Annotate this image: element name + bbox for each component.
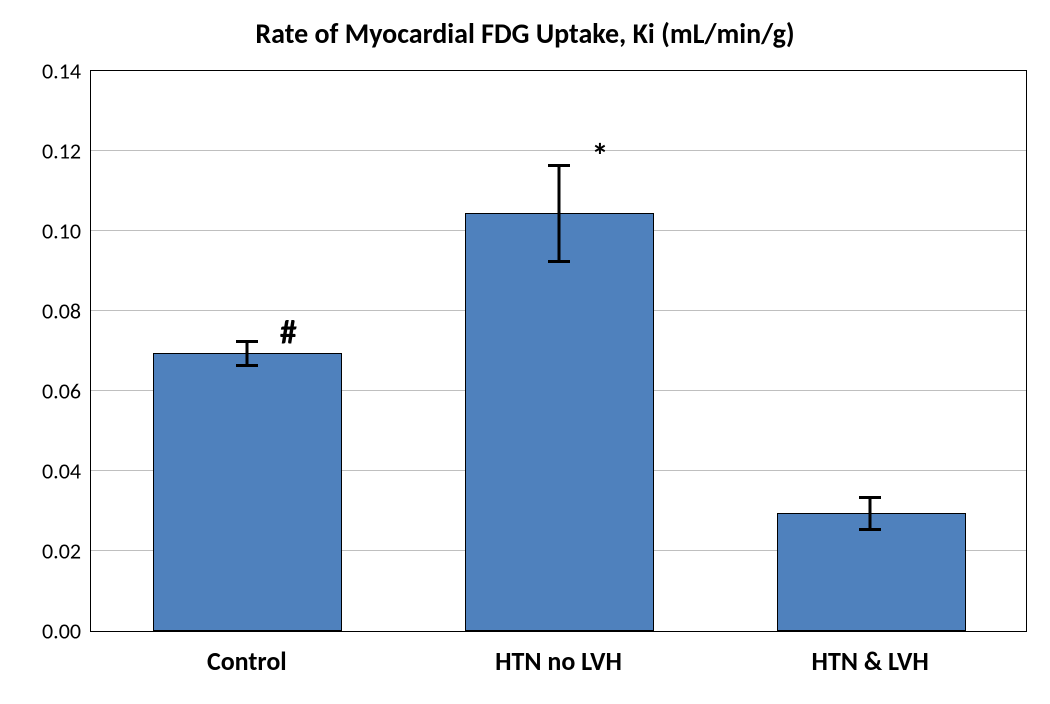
error-bar [557,167,560,263]
y-tick-label: 0.12 [42,138,81,165]
error-bar-cap [548,260,570,263]
chart-title: Rate of Myocardial FDG Uptake, Ki (mL/mi… [0,16,1050,51]
error-bar [869,499,872,531]
bar [465,213,654,631]
y-tick-label: 0.10 [42,218,81,245]
y-tick-label: 0.14 [42,58,81,85]
plot-area: 0.000.020.040.060.080.100.120.14#Control… [90,70,1027,632]
x-tick-label: Control [207,645,287,677]
error-bar-cap [859,496,881,499]
gridline [91,150,1026,151]
y-tick-label: 0.08 [42,298,81,325]
significance-marker: * [592,137,609,178]
error-bar-cap [236,364,258,367]
y-tick-label: 0.04 [42,458,81,485]
bar [153,353,342,631]
error-bar-cap [236,340,258,343]
y-tick-label: 0.02 [42,538,81,565]
significance-marker: # [280,313,297,354]
chart-container: Rate of Myocardial FDG Uptake, Ki (mL/mi… [0,0,1050,704]
x-tick-label: HTN no LVH [495,645,622,677]
x-tick-label: HTN & LVH [812,645,929,677]
y-tick-label: 0.00 [42,618,81,645]
error-bar-cap [859,528,881,531]
y-tick-label: 0.06 [42,378,81,405]
error-bar-cap [548,164,570,167]
